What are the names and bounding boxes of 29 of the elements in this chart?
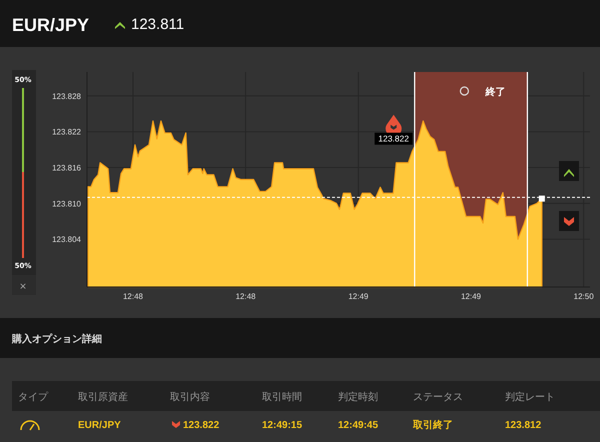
x-tick-label: 12:48: [236, 292, 256, 301]
text: 12:49:15: [262, 420, 302, 431]
text: 123.812: [505, 420, 542, 431]
x-tick-label: 12:49: [460, 292, 482, 301]
text: ステータス: [413, 392, 463, 403]
y-tick-label: 123.810: [52, 199, 82, 208]
text: 取引内容: [170, 391, 210, 403]
y-tick-label: 123.804: [52, 235, 82, 244]
text: ×: [19, 282, 27, 292]
text: 判定時刻: [338, 391, 378, 403]
y-tick-label: 123.816: [52, 164, 82, 173]
text: 取引終了: [412, 419, 453, 431]
y-tick-label: 123.828: [52, 92, 82, 101]
chart-title: EUR/JPY: [12, 15, 90, 35]
text: タイプ: [18, 391, 49, 403]
text: 取引時間: [262, 391, 302, 403]
x-tick-label: 12:50: [574, 292, 594, 301]
x-tick-label: 12:48: [122, 292, 144, 301]
text: EUR/JPY: [78, 420, 122, 431]
text: 12:49:45: [338, 420, 378, 431]
annotation: 123.822: [378, 134, 410, 144]
text: 取引原資産: [78, 391, 128, 403]
band-label: 終了: [484, 86, 506, 98]
text: 購入オプション詳細: [11, 333, 102, 345]
chart-subtitle: 123.811: [131, 16, 184, 33]
text: 判定レート: [505, 391, 555, 403]
x-tick-label: 12:49: [348, 292, 369, 301]
text: 123.822: [183, 420, 220, 431]
y-tick-label: 123.822: [52, 128, 82, 137]
